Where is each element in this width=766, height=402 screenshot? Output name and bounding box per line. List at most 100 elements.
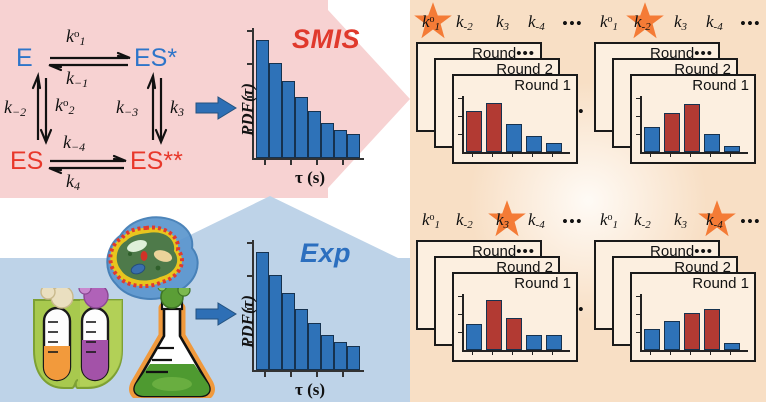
round1-bars (466, 294, 566, 350)
round-card-front[interactable]: Round 1 (630, 74, 756, 164)
quadrant-3: ko1 k-2 k3 k-4 ••• Round••• Round 2 Round 1 (410, 198, 588, 399)
rate-constant-4: k-4 (528, 210, 545, 231)
histogram-bar (546, 335, 562, 350)
kinetic-scheme: E ES* ES ES** ko1 k−1 (4, 12, 238, 193)
exp-y-axis-label: PDF(τ) (238, 295, 257, 348)
test-tubes-icon (33, 288, 123, 389)
round-card-label: Round 2 (496, 259, 553, 276)
round1-bars (644, 96, 744, 152)
smis-bars (256, 28, 360, 158)
round-label-dots: ••• (516, 243, 535, 260)
round1-bars (644, 294, 744, 350)
histogram-bar (282, 293, 295, 370)
rate-constant-4: k-4 (706, 12, 723, 33)
histogram-bar (256, 251, 269, 370)
rate-constant-3: k3 (496, 12, 510, 33)
rate-constant-1: ko1 (422, 210, 441, 231)
histogram-bar (644, 328, 660, 350)
round-card-label: Round••• (472, 45, 535, 62)
exp-x-axis-label: τ (s) (294, 380, 326, 399)
exp-tag-label: Exp (300, 238, 352, 268)
round-card-label: Round 1 (514, 275, 571, 292)
histogram-bar (664, 112, 680, 152)
rate-constant-4: k-4 (528, 12, 545, 33)
rate-constant-2: k-2 (456, 210, 473, 231)
smis-pdf-histogram: PDF(τ) τ (s) (238, 28, 364, 187)
rate-constant-2: k-2 (634, 210, 651, 231)
round-label-dots: ••• (694, 45, 713, 62)
histogram-bar (256, 39, 269, 158)
cell-icon (106, 216, 199, 300)
round-label-dots: ••• (694, 243, 713, 260)
rate-k-minus-3: k−3 (116, 97, 139, 119)
quadrant-4: ko1 k-2 k3 k-4 ••• Round••• Round 2 Round 1 (588, 198, 766, 399)
smis-y-axis-label: PDF(τ) (238, 83, 257, 136)
rate-constant-3: k3 (674, 12, 688, 33)
round-card-label: Round 1 (514, 77, 571, 94)
histogram-bar (269, 63, 282, 158)
exp-pdf-histogram: PDF(τ) τ (s) (238, 240, 364, 399)
histogram-bar (724, 342, 740, 350)
smis-tag-label: SMIS (292, 24, 361, 54)
rate-k1-forward: ko1 (66, 26, 86, 48)
histogram-bar (269, 275, 282, 370)
round-card-label: Round••• (650, 45, 713, 62)
histogram-bar (486, 102, 502, 152)
round-card-label: Round••• (472, 243, 535, 260)
rate-k-minus-4: k−4 (63, 132, 86, 154)
rate-constant-row: ko1 k-2 k3 k-4 ••• (416, 200, 588, 237)
rate-k-minus-2: k−2 (4, 97, 27, 119)
histogram-bar (466, 110, 482, 152)
star-icon (697, 199, 736, 237)
arrow-left-equilibrium (31, 72, 53, 145)
rate-k2-forward: ko2 (55, 95, 75, 117)
rate-constant-2: k-2 (634, 12, 651, 33)
histogram-bar (321, 334, 334, 370)
smis-panel (0, 0, 410, 198)
rate-constant-3: k3 (496, 210, 510, 231)
histogram-bar (347, 346, 360, 370)
rate-row-trailing-dots: ••• (740, 14, 761, 33)
round-card-label: Round 2 (674, 61, 731, 78)
round-card-front[interactable]: Round 1 (452, 74, 578, 164)
round-card-label: Round 2 (674, 259, 731, 276)
rate-k4: k4 (66, 171, 80, 193)
round1-histogram-quadrant-4 (636, 294, 750, 358)
arrow-bottom-equilibrium (48, 154, 127, 175)
histogram-bar (308, 322, 321, 370)
rate-row-trailing-dots: ••• (740, 212, 761, 231)
exp-bars (256, 240, 360, 370)
round-card-front[interactable]: Round 1 (452, 272, 578, 362)
rate-row-trailing-dots: ••• (562, 212, 583, 231)
round-card-label: Round 2 (496, 61, 553, 78)
star-icon (625, 1, 664, 39)
histogram-bar (644, 127, 660, 152)
round-card-label: Round••• (650, 243, 713, 260)
species-ESdstar: ES** (130, 147, 183, 175)
histogram-bar (334, 341, 347, 370)
histogram-bar (704, 308, 720, 350)
star-icon (413, 1, 452, 39)
histogram-bar (295, 96, 308, 158)
round-label-dots: ••• (516, 45, 535, 62)
species-ES: ES (10, 147, 44, 175)
species-E: E (16, 44, 33, 72)
rate-constant-row: ko1 k-2 k3 k-4 ••• (594, 199, 766, 237)
histogram-bar (526, 135, 542, 152)
quadrant-1: ko1 k-2 k3 k-4 ••• Round••• Round 2 Round 1 (410, 0, 588, 201)
arrow-top-equilibrium (48, 51, 131, 72)
histogram-bar (486, 299, 502, 350)
flask-icon (129, 288, 215, 398)
histogram-bar (684, 104, 700, 152)
rate-row-trailing-dots: ••• (562, 14, 583, 33)
round-card-front[interactable]: Round 1 (630, 272, 756, 362)
rate-constant-3: k3 (674, 210, 688, 231)
histogram-bar (506, 124, 522, 152)
rate-constant-2: k-2 (456, 12, 473, 33)
round1-histogram-quadrant-2 (636, 96, 750, 160)
round1-histogram-quadrant-3 (458, 294, 572, 358)
left-column: E ES* ES ES** ko1 k−1 (0, 0, 410, 402)
rate-k3: k3 (170, 97, 184, 119)
